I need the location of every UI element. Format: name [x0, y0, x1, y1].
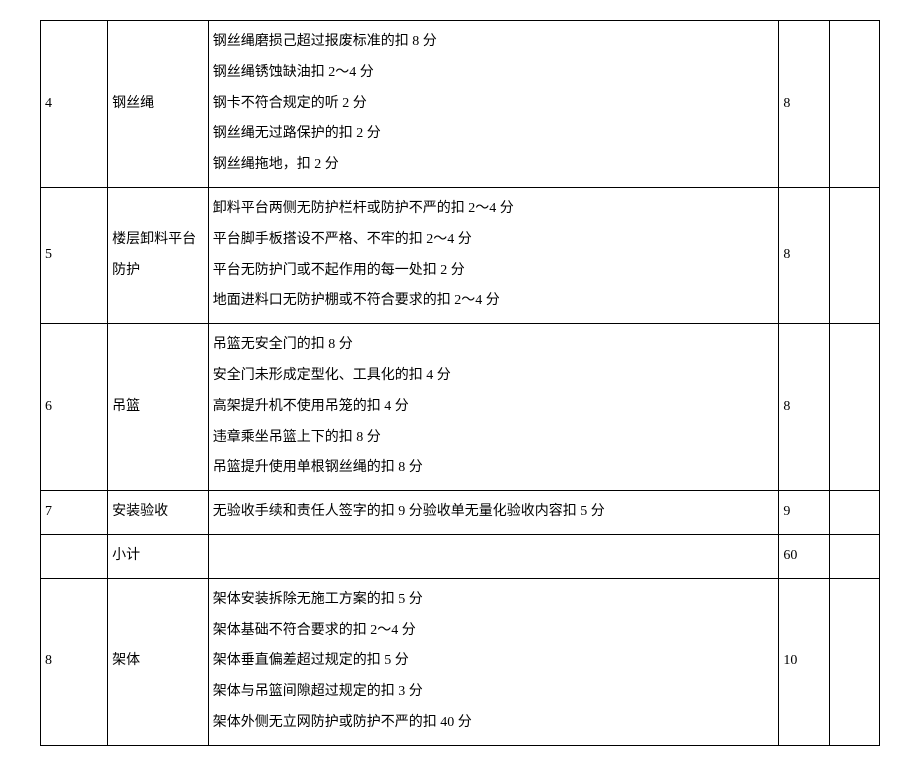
row-number: 8 — [41, 578, 108, 745]
description-line: 地面进料口无防护棚或不符合要求的扣 2～4 分 — [213, 286, 775, 317]
row-number: 5 — [41, 187, 108, 323]
description-line: 吊篮无安全门的扣 8 分 — [213, 330, 775, 361]
row-trailing — [829, 324, 879, 491]
description-line: 钢丝绳无过路保护的扣 2 分 — [213, 119, 775, 150]
row-description: 卸料平台两侧无防护栏杆或防护不严的扣 2～4 分平台脚手板搭设不严格、不牢的扣 … — [208, 187, 779, 323]
row-score: 8 — [779, 324, 829, 491]
description-line: 架体与吊篮间隙超过规定的扣 3 分 — [213, 677, 775, 708]
table-row: 小计 60 — [41, 534, 880, 578]
row-item-name: 安装验收 — [108, 491, 209, 535]
description-line: 架体安装拆除无施工方案的扣 5 分 — [213, 585, 775, 616]
description-line: 钢丝绳磨损己超过报废标准的扣 8 分 — [213, 27, 775, 58]
row-trailing — [829, 534, 879, 578]
table-row: 6吊篮吊篮无安全门的扣 8 分安全门未形成定型化、工具化的扣 4 分高架提升机不… — [41, 324, 880, 491]
table-row: 4钢丝绳钢丝绳磨损己超过报废标准的扣 8 分钢丝绳锈蚀缺油扣 2～4 分钢卡不符… — [41, 21, 880, 188]
description-line: 无验收手续和责任人签字的扣 9 分验收单无量化验收内容扣 5 分 — [213, 497, 775, 528]
row-number: 4 — [41, 21, 108, 188]
description-line: 钢卡不符合规定的听 2 分 — [213, 89, 775, 120]
description-line: 安全门未形成定型化、工具化的扣 4 分 — [213, 361, 775, 392]
description-line: 钢丝绳锈蚀缺油扣 2～4 分 — [213, 58, 775, 89]
row-number: 6 — [41, 324, 108, 491]
inspection-table: 4钢丝绳钢丝绳磨损己超过报废标准的扣 8 分钢丝绳锈蚀缺油扣 2～4 分钢卡不符… — [40, 20, 880, 746]
description-line: 卸料平台两侧无防护栏杆或防护不严的扣 2～4 分 — [213, 194, 775, 225]
description-line: 吊篮提升使用单根钢丝绳的扣 8 分 — [213, 453, 775, 484]
table-row: 5楼层卸料平台防护卸料平台两侧无防护栏杆或防护不严的扣 2～4 分平台脚手板搭设… — [41, 187, 880, 323]
row-description: 架体安装拆除无施工方案的扣 5 分架体基础不符合要求的扣 2～4 分架体垂直偏差… — [208, 578, 779, 745]
row-item-name: 钢丝绳 — [108, 21, 209, 188]
table-row: 7安装验收无验收手续和责任人签字的扣 9 分验收单无量化验收内容扣 5 分9 — [41, 491, 880, 535]
row-trailing — [829, 491, 879, 535]
description-line: 违章乘坐吊篮上下的扣 8 分 — [213, 423, 775, 454]
row-description: 无验收手续和责任人签字的扣 9 分验收单无量化验收内容扣 5 分 — [208, 491, 779, 535]
row-score: 60 — [779, 534, 829, 578]
row-number: 7 — [41, 491, 108, 535]
row-description: 钢丝绳磨损己超过报废标准的扣 8 分钢丝绳锈蚀缺油扣 2～4 分钢卡不符合规定的… — [208, 21, 779, 188]
row-trailing — [829, 187, 879, 323]
row-trailing — [829, 21, 879, 188]
row-score: 8 — [779, 21, 829, 188]
row-score: 10 — [779, 578, 829, 745]
description-line: 钢丝绳拖地，扣 2 分 — [213, 150, 775, 181]
description-line: 架体外侧无立网防护或防护不严的扣 40 分 — [213, 708, 775, 739]
row-item-name: 小计 — [108, 534, 209, 578]
row-score: 9 — [779, 491, 829, 535]
description-line: 架体基础不符合要求的扣 2～4 分 — [213, 616, 775, 647]
row-description — [208, 534, 779, 578]
table-row: 8架体架体安装拆除无施工方案的扣 5 分架体基础不符合要求的扣 2～4 分架体垂… — [41, 578, 880, 745]
row-description: 吊篮无安全门的扣 8 分安全门未形成定型化、工具化的扣 4 分高架提升机不使用吊… — [208, 324, 779, 491]
row-number — [41, 534, 108, 578]
row-trailing — [829, 578, 879, 745]
row-score: 8 — [779, 187, 829, 323]
description-line: 平台无防护门或不起作用的每一处扣 2 分 — [213, 256, 775, 287]
description-line: 高架提升机不使用吊笼的扣 4 分 — [213, 392, 775, 423]
row-item-name: 架体 — [108, 578, 209, 745]
row-item-name: 楼层卸料平台防护 — [108, 187, 209, 323]
description-line: 平台脚手板搭设不严格、不牢的扣 2～4 分 — [213, 225, 775, 256]
row-item-name: 吊篮 — [108, 324, 209, 491]
